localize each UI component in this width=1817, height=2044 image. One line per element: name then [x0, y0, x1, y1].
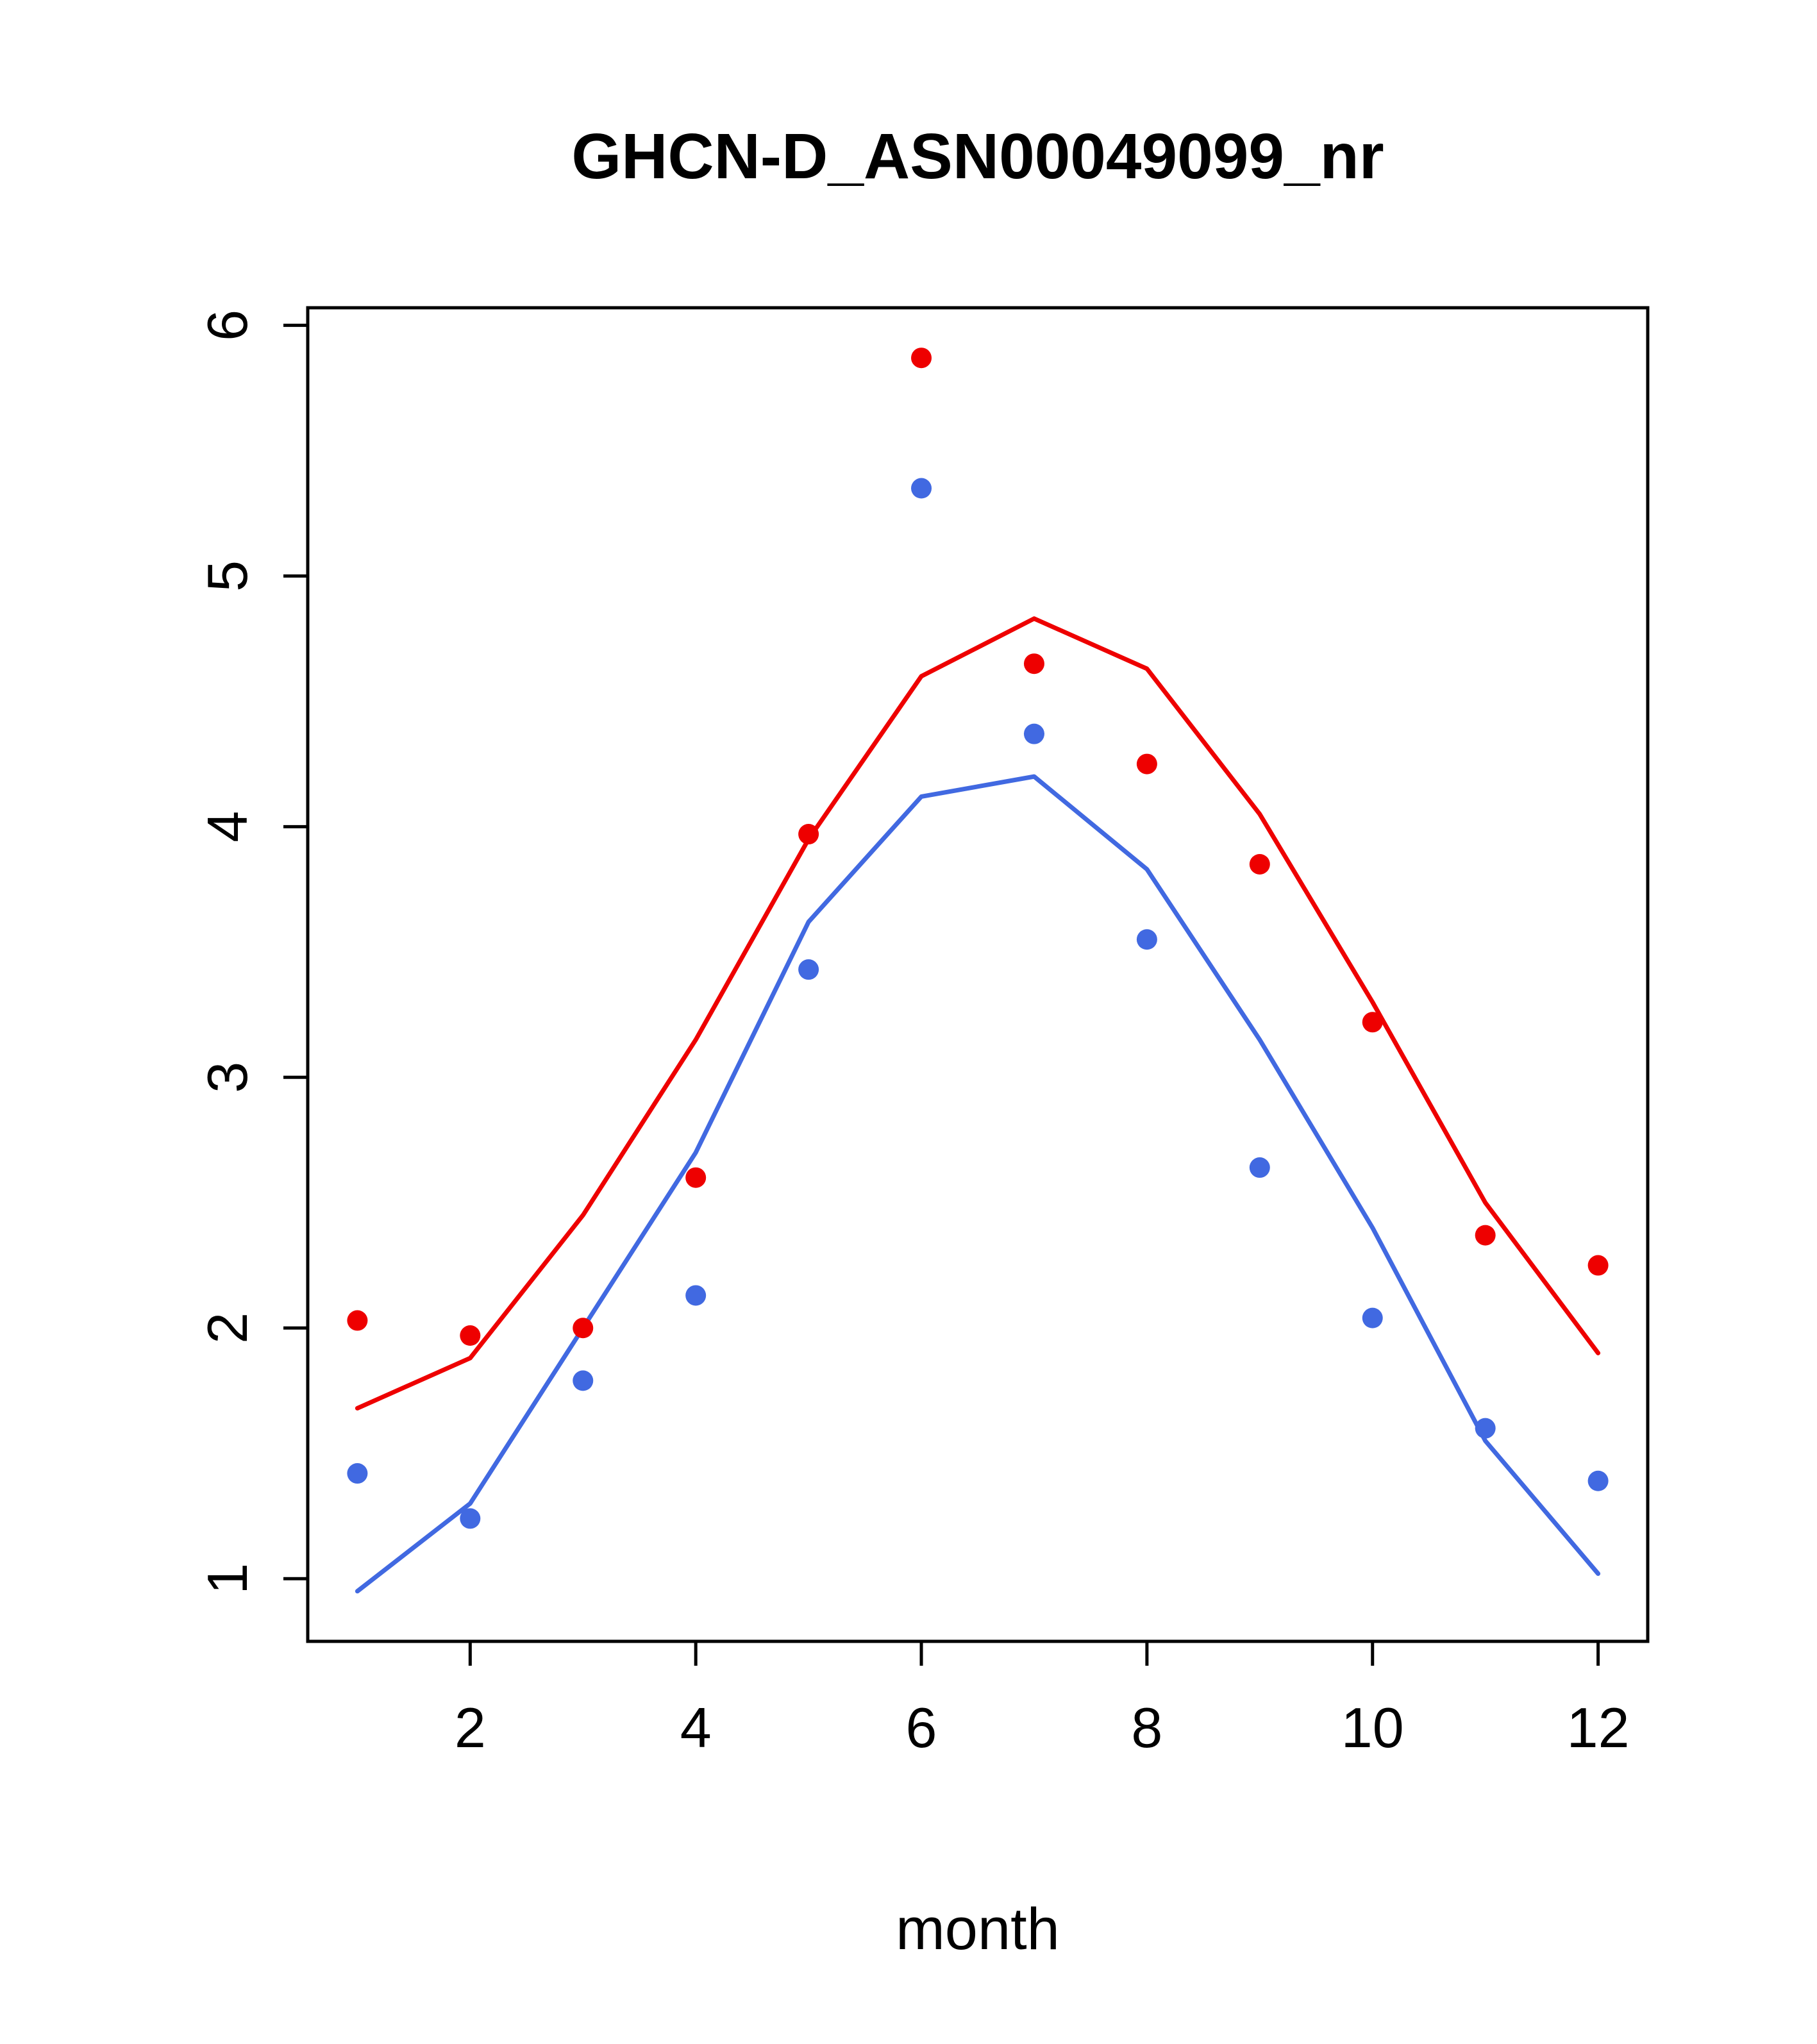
- blue-monthly-points-point: [1362, 1307, 1383, 1328]
- blue-monthly-points-point: [911, 478, 932, 499]
- blue-monthly-points-point: [685, 1285, 707, 1306]
- x-axis-tick-label: 10: [1341, 1696, 1404, 1759]
- y-axis-tick-label: 1: [196, 1563, 259, 1595]
- x-axis-tick-label: 6: [906, 1696, 937, 1759]
- y-axis-tick-label: 2: [196, 1312, 259, 1344]
- blue-monthly-points-point: [460, 1508, 481, 1529]
- blue-monthly-points-point: [347, 1463, 368, 1484]
- y-axis-tick-label: 3: [196, 1062, 259, 1093]
- red-monthly-points-point: [685, 1167, 707, 1188]
- chart-title: GHCN-D_ASN00049099_nr: [571, 121, 1384, 192]
- red-monthly-points-point: [1362, 1012, 1383, 1033]
- red-monthly-line: [355, 616, 1601, 1411]
- blue-monthly-points-point: [1587, 1470, 1609, 1491]
- blue-monthly-points-point: [1023, 723, 1044, 744]
- y-axis-tick-label: 6: [196, 310, 259, 341]
- y-axis-tick-label: 5: [196, 560, 259, 592]
- x-axis-tick-label: 2: [455, 1696, 486, 1759]
- red-monthly-points-point: [460, 1325, 481, 1346]
- red-monthly-points-point: [1136, 753, 1157, 775]
- blue-monthly-points-point: [1136, 929, 1157, 950]
- blue-monthly-points-point: [1249, 1157, 1270, 1178]
- red-monthly-points-point: [798, 824, 819, 845]
- x-axis-tick-label: 8: [1131, 1696, 1162, 1759]
- x-axis-tick-label: 4: [680, 1696, 712, 1759]
- red-monthly-points-point: [911, 348, 932, 369]
- y-axis-tick-label: 4: [196, 811, 259, 842]
- blue-monthly-line: [355, 774, 1601, 1594]
- x-axis-tick-label: 12: [1567, 1696, 1630, 1759]
- blue-monthly-points-point: [798, 959, 819, 980]
- red-monthly-points-point: [347, 1310, 368, 1331]
- red-monthly-points-point: [1587, 1255, 1609, 1276]
- red-monthly-points-point: [573, 1318, 594, 1339]
- red-monthly-points-point: [1475, 1225, 1496, 1246]
- blue-monthly-points-point: [573, 1370, 594, 1391]
- red-monthly-points-point: [1023, 653, 1044, 674]
- series-layer: [347, 348, 1609, 1594]
- red-monthly-points-point: [1249, 853, 1270, 875]
- plot-box: [306, 306, 1650, 1643]
- x-axis-label: month: [896, 1897, 1060, 1962]
- blue-monthly-points-point: [1475, 1418, 1496, 1439]
